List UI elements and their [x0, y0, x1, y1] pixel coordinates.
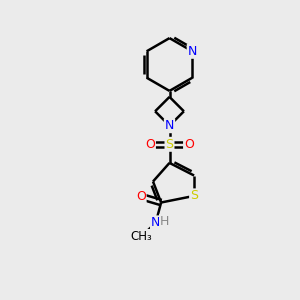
- Text: N: N: [188, 45, 197, 58]
- Text: O: O: [145, 138, 155, 151]
- Text: O: O: [184, 138, 194, 151]
- Text: N: N: [165, 119, 174, 132]
- Text: CH₃: CH₃: [130, 230, 152, 243]
- Text: S: S: [190, 189, 198, 203]
- Text: O: O: [136, 190, 146, 203]
- Text: S: S: [166, 138, 173, 151]
- Text: H: H: [160, 215, 169, 228]
- Text: N: N: [151, 216, 160, 230]
